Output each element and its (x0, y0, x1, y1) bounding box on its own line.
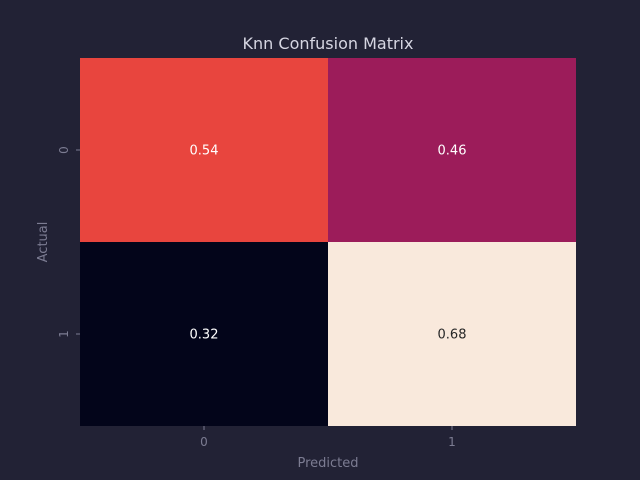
x-axis-label: Predicted (297, 456, 358, 471)
heatmap-cells: 0.54 0.46 0.32 0.68 (80, 58, 576, 426)
chart-title: Knn Confusion Matrix (243, 34, 414, 53)
cell-value-label: 0.68 (438, 328, 467, 343)
y-tick-label: 1 (57, 330, 71, 338)
heatmap-cell-1-1 (328, 242, 576, 426)
axis-ticks: 0 1 0 1 (57, 146, 456, 449)
heatmap-cell-1-0 (80, 242, 328, 426)
x-tick-label: 0 (200, 435, 208, 449)
y-axis-label: Actual (36, 222, 51, 263)
cell-value-label: 0.32 (190, 328, 219, 343)
heatmap-cell-0-1 (328, 58, 576, 242)
x-tick-label: 1 (448, 435, 456, 449)
heatmap-cell-0-0 (80, 58, 328, 242)
cell-value-label: 0.54 (190, 144, 219, 159)
cell-value-label: 0.46 (438, 144, 467, 159)
y-tick-label: 0 (57, 146, 71, 154)
